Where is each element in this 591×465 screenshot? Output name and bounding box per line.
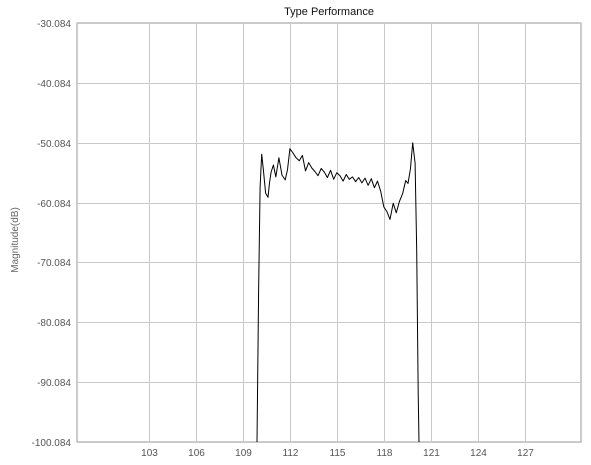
chart-title: Type Performance bbox=[284, 6, 374, 18]
x-tick-label: 106 bbox=[188, 448, 205, 459]
y-axis-label: Magnitude(dB) bbox=[10, 207, 21, 273]
plot-area bbox=[76, 22, 582, 443]
x-tick-label: 112 bbox=[283, 448, 299, 459]
x-tick-label: 109 bbox=[235, 448, 252, 459]
grid bbox=[76, 22, 582, 443]
y-tick-label: -30.084 bbox=[37, 19, 71, 30]
series-layer bbox=[256, 142, 420, 443]
y-tick-label: -50.084 bbox=[37, 139, 71, 150]
x-tick-label: 127 bbox=[517, 448, 534, 459]
x-tick-label: 118 bbox=[377, 448, 393, 459]
x-tick-label: 115 bbox=[330, 448, 346, 459]
y-tick-label: -90.084 bbox=[37, 378, 71, 389]
y-tick-label: -100.084 bbox=[32, 438, 72, 449]
y-tick-label: -70.084 bbox=[37, 258, 71, 269]
x-tick-label: 124 bbox=[470, 448, 487, 459]
axes: 103 106 109 112 115 118 121 124 127 -30.084 -40.08… bbox=[32, 19, 535, 459]
x-tick-label: 121 bbox=[423, 448, 440, 459]
y-tick-label: -40.084 bbox=[37, 79, 71, 90]
series-line bbox=[256, 142, 420, 443]
y-tick-label: -60.084 bbox=[37, 199, 71, 210]
x-tick-label: 103 bbox=[141, 448, 158, 459]
y-tick-label: -80.084 bbox=[37, 318, 71, 329]
